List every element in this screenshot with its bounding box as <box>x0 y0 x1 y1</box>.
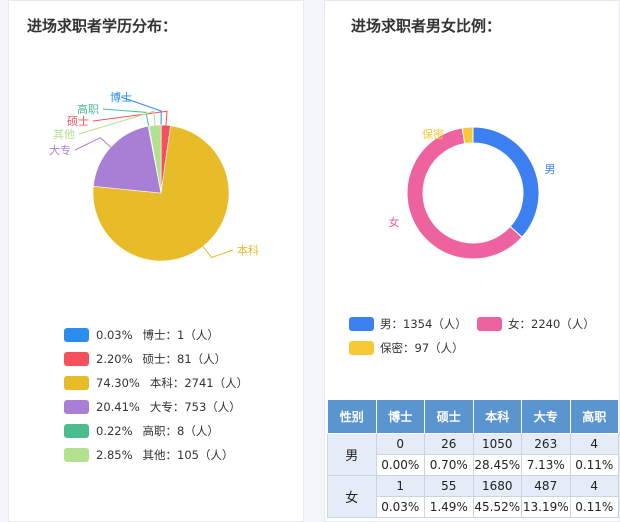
legend-swatch <box>64 328 89 342</box>
table-percent-cell: 0.03% <box>375 496 425 518</box>
table-count-cell: 4 <box>569 475 619 497</box>
legend-text: 保密：97（人） <box>380 341 464 355</box>
education-legend-item[interactable]: 2.20% 硕士：81（人） <box>64 351 226 367</box>
donut-label-男: 男 <box>545 163 556 176</box>
pie-label-硕士: 硕士 <box>67 115 89 128</box>
legend-swatch <box>349 317 374 331</box>
table-count-cell: 1 <box>375 475 425 497</box>
table-count-cell: 1680 <box>472 475 522 497</box>
legend-text: 本科：2741（人） <box>149 376 249 390</box>
table-header-cell: 高职 <box>569 399 619 434</box>
gender-title: 进场求职者男女比例： <box>351 17 502 35</box>
table-count-cell: 4 <box>569 433 619 455</box>
table-percent-cell: 45.52% <box>472 496 522 518</box>
table-gender-cell: 女 <box>327 475 377 518</box>
donut-slice-男[interactable] <box>472 126 540 238</box>
table-percent-cell: 0.70% <box>424 454 474 476</box>
legend-text: 硕士：81（人） <box>142 352 227 366</box>
gender-legend-item[interactable]: 女：2240（人） <box>477 316 595 332</box>
table-header-cell: 性别 <box>327 399 377 434</box>
legend-percent: 74.30% <box>96 376 140 390</box>
legend-swatch <box>64 448 89 462</box>
table-header-cell: 硕士 <box>424 399 474 434</box>
legend-swatch <box>64 424 89 438</box>
legend-percent: 20.41% <box>96 400 140 414</box>
legend-text: 大专：753（人） <box>149 400 241 414</box>
table-header-cell: 大专 <box>521 399 571 434</box>
education-legend-item[interactable]: 74.30% 本科：2741（人） <box>64 375 248 391</box>
pie-label-博士: 博士 <box>110 91 132 104</box>
legend-swatch <box>64 352 89 366</box>
legend-text: 博士：1（人） <box>142 328 219 342</box>
legend-swatch <box>477 317 502 331</box>
legend-percent: 0.22% <box>96 424 133 438</box>
legend-text: 男：1354（人） <box>380 317 467 331</box>
education-legend-item[interactable]: 20.41% 大专：753（人） <box>64 399 241 415</box>
education-legend-item[interactable]: 0.03% 博士：1（人） <box>64 327 219 343</box>
gender-donut-chart: 男女 保密 <box>389 126 556 260</box>
legend-swatch <box>64 376 89 390</box>
pie-label-line-高职 <box>102 108 150 127</box>
gender-legend-item[interactable]: 保密：97（人） <box>349 340 464 356</box>
table-header-row: 性别 博士 硕士 本科 大专 高职 <box>327 399 619 434</box>
table-count-cell: 0 <box>375 433 425 455</box>
legend-text: 高职：8（人） <box>142 424 219 438</box>
pie-label-高职: 高职 <box>77 102 99 116</box>
table-percent-cell: 0.00% <box>375 454 425 476</box>
table-row: 0.00% 0.70% 28.45% 7.13% 0.11% <box>328 454 619 476</box>
donut-label-保密: 保密 <box>422 127 444 141</box>
table-count-cell: 55 <box>424 475 474 497</box>
table-percent-cell: 1.49% <box>424 496 474 518</box>
table-percent-cell: 13.19% <box>521 496 571 518</box>
table-gender-cell: 男 <box>327 433 377 476</box>
legend-percent: 2.85% <box>96 448 133 462</box>
legend-text: 女：2240（人） <box>508 317 595 331</box>
legend-percent: 0.03% <box>96 328 133 342</box>
table-header-cell: 本科 <box>472 399 522 434</box>
table-row: 男 0 26 1050 263 4 <box>327 433 619 476</box>
table-percent-cell: 0.11% <box>569 454 619 476</box>
table-row: 0.03% 1.49% 45.52% 13.19% 0.11% <box>328 496 619 518</box>
table-percent-cell: 28.45% <box>472 454 522 476</box>
table-count-cell: 1050 <box>472 433 522 455</box>
pie-label-line-大专 <box>74 137 112 151</box>
table-header-cell: 博士 <box>375 399 425 434</box>
legend-swatch <box>64 400 89 414</box>
pie-label-本科: 本科 <box>237 243 259 257</box>
pie-slice-本科[interactable] <box>92 125 230 262</box>
education-legend-item[interactable]: 0.22% 高职：8（人） <box>64 423 219 439</box>
pie-label-line-硕士 <box>92 110 168 126</box>
table-count-cell: 26 <box>424 433 474 455</box>
pie-label-line-其他 <box>78 110 156 135</box>
gender-panel: 进场求职者男女比例： 男女保密 男：1354（人） 女：2240（人） 保密：97（… <box>324 0 620 522</box>
table-count-cell: 487 <box>521 475 571 497</box>
legend-swatch <box>349 341 374 355</box>
education-panel: 进场求职者学历分布： 博士硕士本科 大专 高职 其他 0.03% 博士：1（人） 2.20… <box>8 0 304 522</box>
donut-slice-保密[interactable] <box>461 126 474 145</box>
pie-label-line-博士 <box>120 96 162 126</box>
legend-percent: 2.20% <box>96 352 133 366</box>
pie-label-其他: 其他 <box>53 128 75 141</box>
donut-slice-女[interactable] <box>406 127 523 260</box>
table-percent-cell: 7.13% <box>521 454 571 476</box>
education-legend-item[interactable]: 2.85% 其他：105（人） <box>64 447 234 463</box>
pie-label-大专: 大专 <box>49 143 71 157</box>
legend-text: 其他：105（人） <box>142 448 234 462</box>
donut-label-女: 女 <box>389 215 400 229</box>
gender-education-table: 性别 博士 硕士 本科 大专 高职 男 0 26 1050 263 4 0.00% 0.70% 28.45… <box>327 399 619 518</box>
education-title: 进场求职者学历分布： <box>27 17 178 35</box>
table-row: 女 1 55 1680 487 4 <box>327 475 619 518</box>
pie-label-line-本科 <box>202 246 234 259</box>
pie-slice-大专[interactable] <box>93 125 162 194</box>
gender-legend-item[interactable]: 男：1354（人） <box>349 316 467 332</box>
table-percent-cell: 0.11% <box>569 496 619 518</box>
table-count-cell: 263 <box>521 433 571 455</box>
